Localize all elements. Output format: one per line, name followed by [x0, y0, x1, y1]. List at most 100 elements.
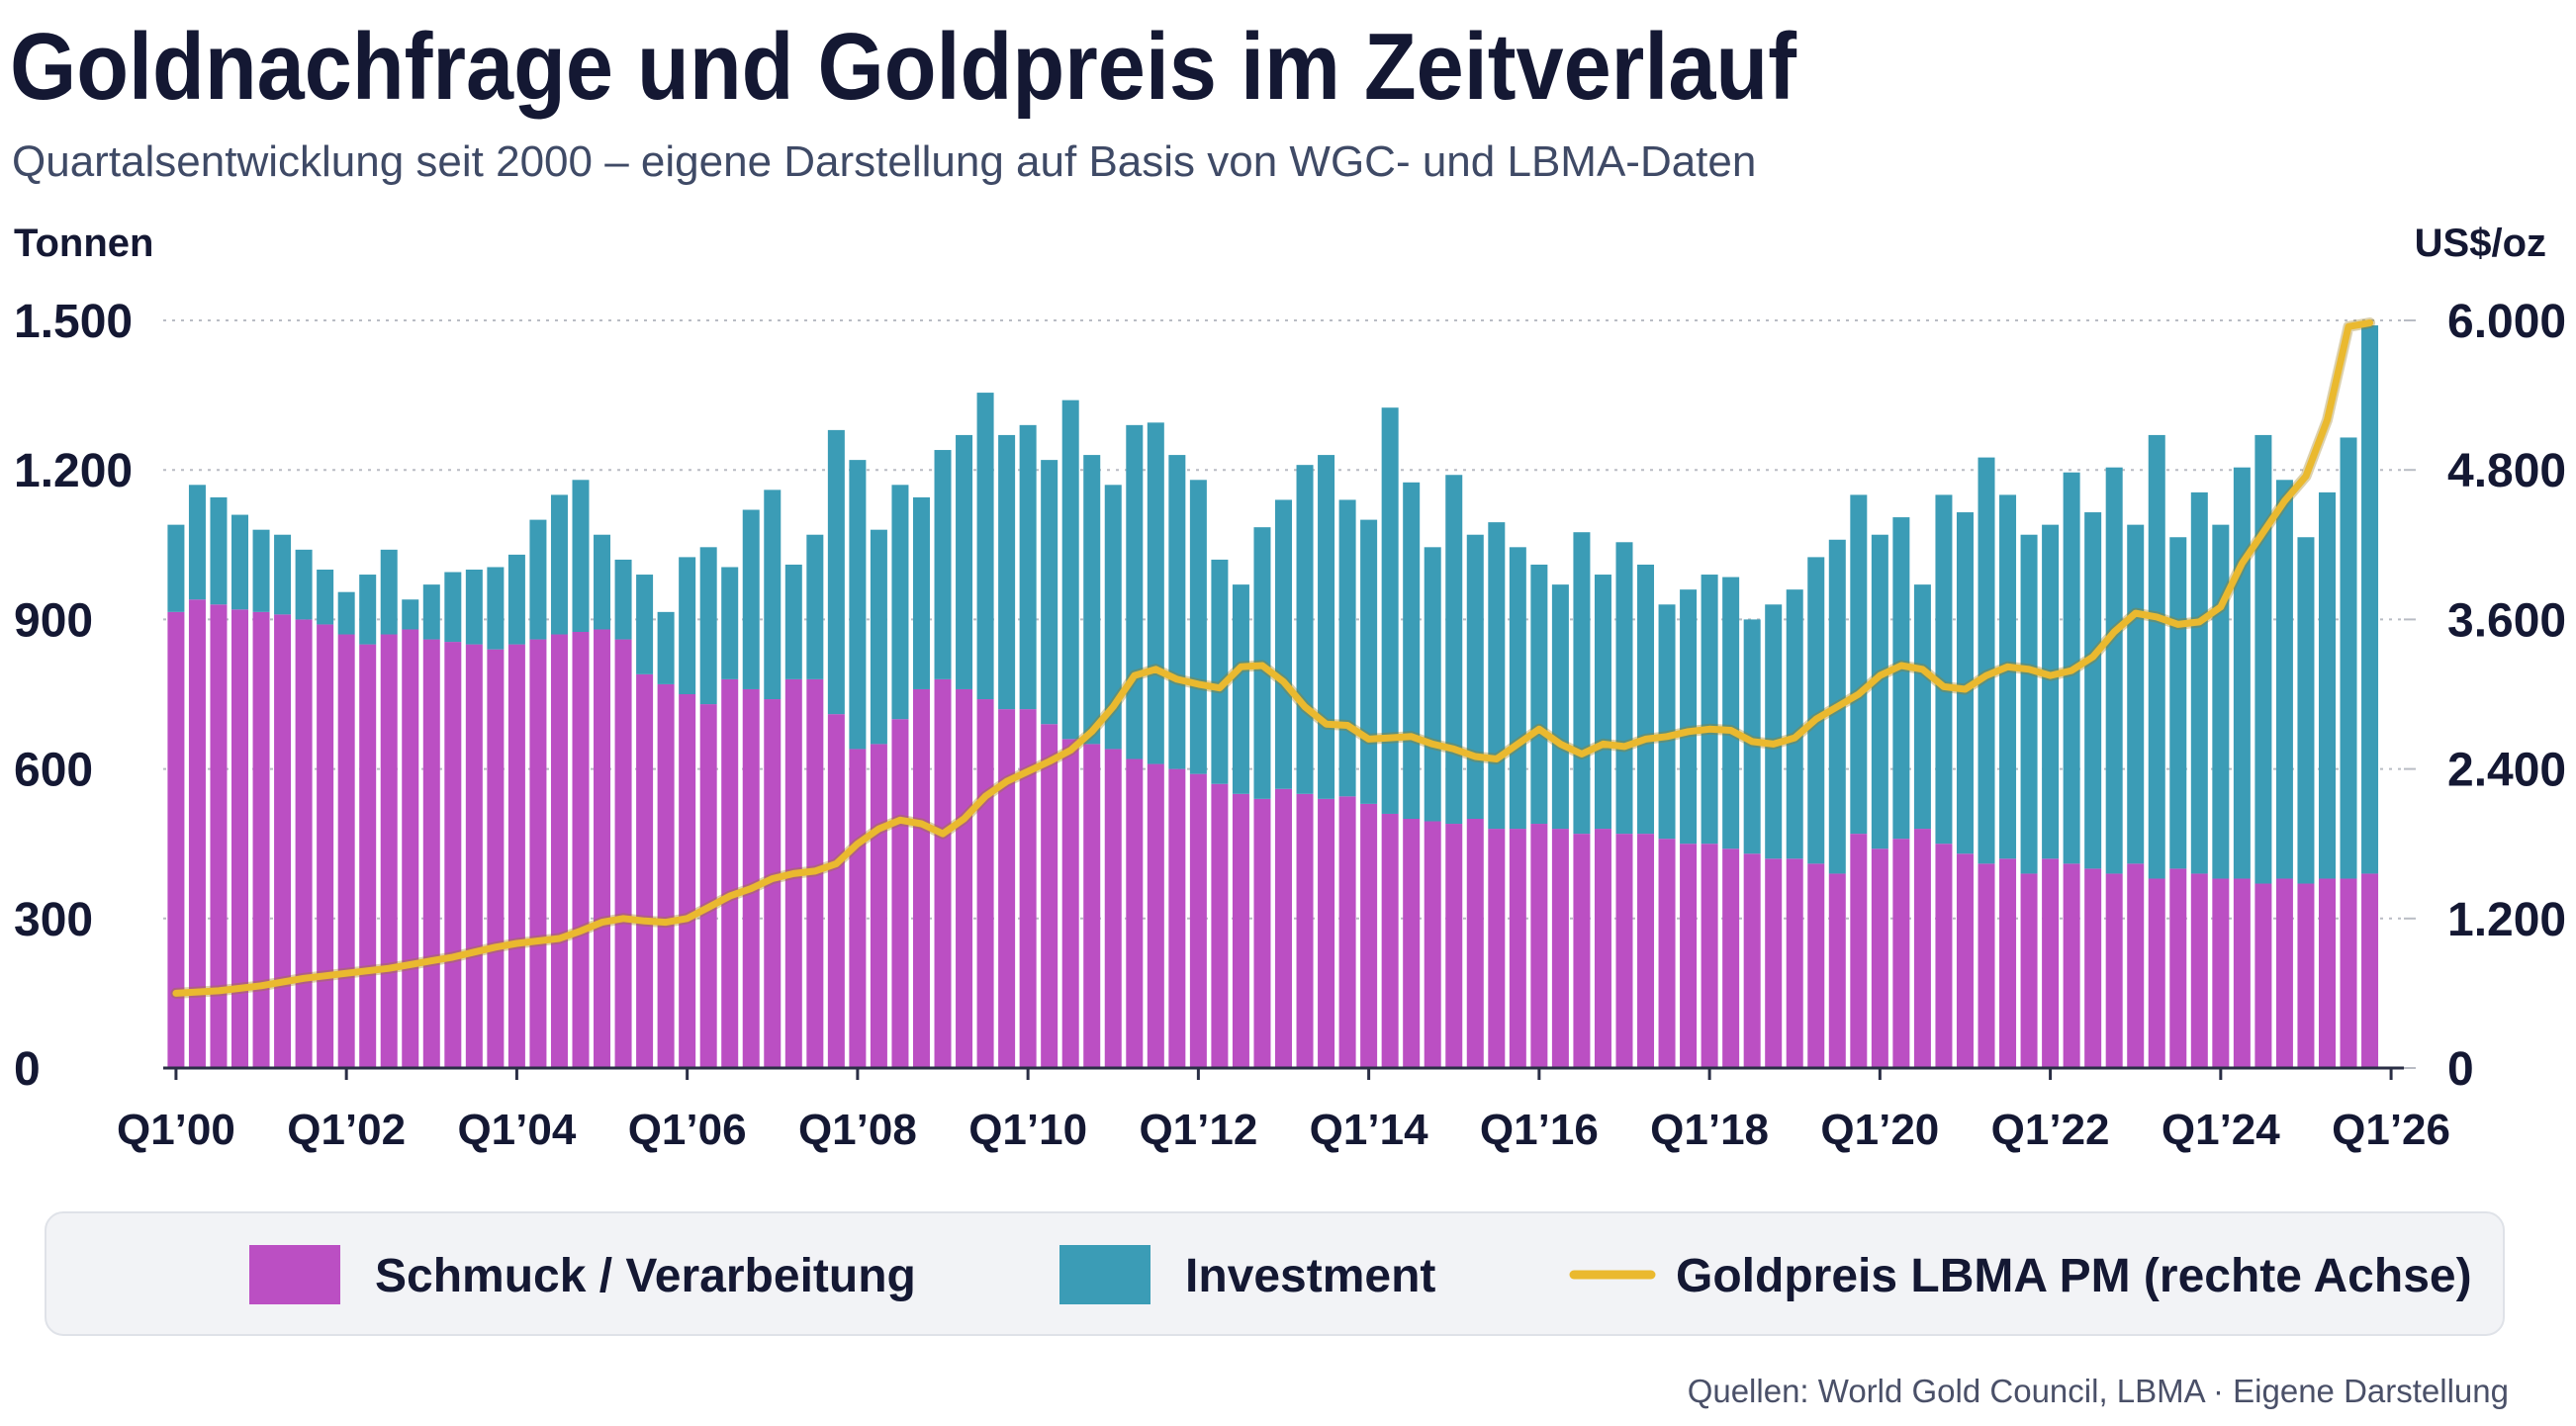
- bar-segment: [1913, 584, 1931, 830]
- bar-segment: [912, 496, 930, 689]
- bar-segment: [1913, 829, 1931, 1068]
- source-note: Quellen: World Gold Council, LBMA · Eige…: [1688, 1373, 2509, 1409]
- bar-segment: [1403, 482, 1421, 819]
- bar-segment: [614, 639, 632, 1068]
- bar-segment: [422, 584, 440, 640]
- bar-segment: [1232, 793, 1249, 1068]
- x-tick-label: Q1’14: [1310, 1106, 1428, 1154]
- bar-segment: [891, 719, 909, 1068]
- bar-segment: [827, 429, 845, 715]
- y-tick-label: 900: [14, 594, 93, 647]
- bar-segment: [870, 744, 887, 1068]
- bar-segment: [1083, 744, 1101, 1068]
- bar-segment: [1701, 844, 1718, 1068]
- bar-segment: [1168, 768, 1186, 1068]
- bar-segment: [1275, 788, 1292, 1068]
- bar-segment: [572, 632, 590, 1068]
- bar-segment: [1999, 494, 2017, 859]
- bar-segment: [2318, 878, 2336, 1068]
- bar-segment: [1573, 532, 1591, 835]
- bar-segment: [2084, 512, 2102, 869]
- price-line: [172, 319, 2374, 997]
- bar-segment: [1935, 494, 1953, 845]
- bar-segment: [976, 393, 994, 700]
- legend-label: Schmuck / Verarbeitung: [375, 1250, 916, 1302]
- bar-segment: [1743, 619, 1761, 854]
- y-axis-label: Tonnen: [14, 222, 153, 265]
- bar-segment: [934, 678, 952, 1068]
- bar-segment: [231, 514, 249, 610]
- bar-segment: [1488, 522, 1506, 830]
- bar-segment: [1637, 564, 1655, 835]
- bar-segment: [529, 639, 547, 1068]
- bar-segment: [594, 534, 611, 630]
- bar-segment: [912, 688, 930, 1068]
- bar-segment: [572, 480, 590, 632]
- bar-segment: [295, 619, 313, 1068]
- x-tick-label: Q1’08: [798, 1106, 917, 1154]
- bar-segment: [507, 644, 525, 1068]
- bar-segment: [2297, 537, 2315, 884]
- bar-segment: [956, 434, 973, 689]
- bar-segment: [1296, 793, 1314, 1068]
- legend-label: Investment: [1185, 1250, 1435, 1302]
- y2-axis-label: US$/oz: [2415, 222, 2546, 265]
- legend-label: Goldpreis LBMA PM (rechte Achse): [1676, 1250, 2472, 1302]
- bar-segment: [742, 688, 760, 1068]
- bar-segment: [274, 614, 292, 1068]
- bar-segment: [167, 524, 185, 612]
- bar-segment: [1232, 584, 1249, 794]
- bar-segment: [1892, 517, 1910, 840]
- bar-segment: [2105, 467, 2123, 874]
- bar-segment: [1275, 499, 1292, 789]
- bar-segment: [849, 460, 867, 750]
- bar-segment: [465, 570, 483, 645]
- bar-segment: [487, 649, 505, 1068]
- y2-tick-label: 2.400: [2447, 745, 2566, 797]
- bar-segment: [422, 639, 440, 1068]
- bar-segment: [956, 688, 973, 1068]
- bar-segment: [1126, 424, 1144, 759]
- bar-segment: [1680, 589, 1698, 845]
- bar-segment: [614, 559, 632, 640]
- bar-segment: [465, 644, 483, 1068]
- x-tick-label: Q1’16: [1480, 1106, 1599, 1154]
- bar-segment: [2361, 873, 2379, 1068]
- bar-segment: [2148, 878, 2165, 1068]
- bar-segment: [1658, 839, 1676, 1068]
- bar-segment: [2020, 873, 2038, 1068]
- bar-segment: [998, 434, 1016, 710]
- bar-segment: [380, 634, 398, 1068]
- bar-segment: [1424, 821, 1441, 1068]
- bar-segment: [2063, 863, 2080, 1068]
- bar-segment: [1041, 460, 1058, 725]
- bar-segment: [1871, 848, 1888, 1068]
- bar-segment: [934, 450, 952, 679]
- x-tick-label: Q1’04: [457, 1106, 576, 1154]
- bar-segment: [1168, 455, 1186, 769]
- bar-segment: [1680, 844, 1698, 1068]
- bar-segment: [1573, 834, 1591, 1068]
- bar-segment: [1765, 604, 1783, 859]
- bar-segment: [1871, 534, 1888, 849]
- bar-segment: [1892, 839, 1910, 1068]
- bar-segment: [1551, 829, 1569, 1068]
- bar-segment: [2020, 534, 2038, 874]
- bar-segment: [1509, 829, 1526, 1068]
- bar-segment: [2233, 467, 2251, 879]
- bar-segment: [679, 557, 696, 694]
- bar-segment: [1637, 834, 1655, 1068]
- bar-segment: [657, 611, 675, 684]
- bar-segment: [2169, 868, 2187, 1068]
- bar-segment: [1850, 494, 1868, 835]
- bar-segment: [2190, 873, 2208, 1068]
- bar-segment: [402, 629, 419, 1068]
- bar-segment: [337, 634, 355, 1068]
- bar-segment: [2254, 434, 2272, 884]
- bar-segment: [1083, 455, 1101, 745]
- bar-segment: [1530, 824, 1548, 1068]
- bar-segment: [444, 572, 462, 643]
- x-tick-label: Q1’26: [2332, 1106, 2450, 1154]
